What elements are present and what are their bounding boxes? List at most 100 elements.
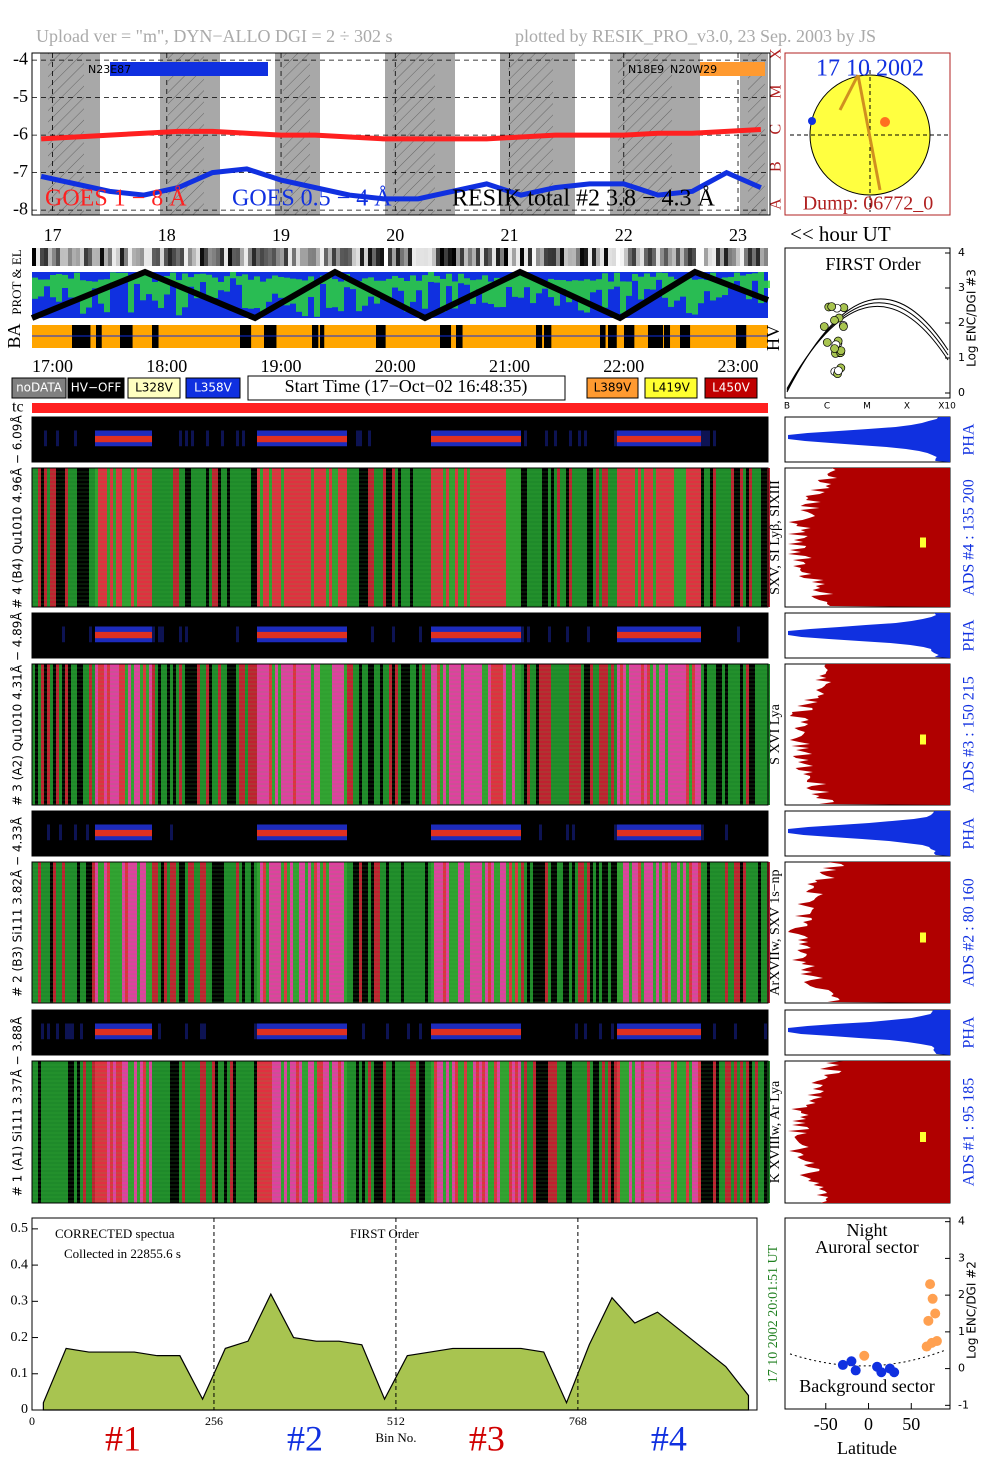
prot-strip — [232, 248, 236, 266]
ads-column — [716, 468, 719, 607]
ads-column — [44, 1061, 47, 1203]
prot-strip — [276, 248, 280, 266]
pha-red — [128, 631, 131, 639]
prot-strip — [144, 248, 148, 266]
prot-strip — [400, 248, 404, 266]
pha-red — [644, 435, 647, 443]
prot-strip — [192, 248, 196, 266]
ads-column — [515, 664, 518, 805]
ads-column — [296, 468, 299, 607]
pha-red — [698, 829, 701, 837]
prot-strip — [364, 248, 368, 266]
ads-column — [695, 664, 698, 805]
ads-column — [392, 1061, 395, 1203]
orbit-green — [194, 274, 200, 299]
ads-column — [575, 468, 578, 607]
ads-column — [470, 1061, 473, 1203]
pha-red — [305, 829, 308, 837]
prot-strip — [216, 248, 220, 266]
ads-column — [638, 468, 641, 607]
ads-column — [647, 664, 650, 805]
ads-column — [278, 664, 281, 805]
ads-column — [569, 862, 572, 1003]
pha-red — [458, 1028, 461, 1036]
pha-red — [308, 631, 311, 639]
pha-red — [332, 1028, 335, 1036]
ads-column — [53, 1061, 56, 1203]
ads-column — [68, 1061, 71, 1203]
ads-column — [191, 468, 194, 607]
ads-column — [635, 468, 638, 607]
orbit-green — [596, 279, 602, 290]
prot-strip — [340, 248, 344, 266]
pha-red — [683, 435, 686, 443]
ads-column — [743, 862, 746, 1003]
ads-column — [494, 1061, 497, 1203]
ads-column — [110, 1061, 113, 1203]
ads-column — [458, 862, 461, 1003]
ads-column — [491, 664, 494, 805]
pha-red — [317, 1028, 320, 1036]
ads-column — [557, 664, 560, 805]
ads-column — [428, 664, 431, 805]
orbit-green — [260, 281, 266, 312]
ads-column — [617, 664, 620, 805]
pha-blue — [539, 824, 542, 841]
ads-column — [389, 468, 392, 607]
clock-label: 21:00 — [489, 356, 530, 376]
pha-red — [128, 1028, 131, 1036]
ads-column — [386, 1061, 389, 1203]
ads-column — [215, 468, 218, 607]
pha-red — [647, 1028, 650, 1036]
ads-column — [683, 468, 686, 607]
pha-blue — [206, 430, 209, 447]
prot-strip — [244, 248, 248, 266]
ads-column — [500, 862, 503, 1003]
ads-column — [677, 664, 680, 805]
ads-column — [644, 862, 647, 1003]
prot-strip — [148, 248, 152, 266]
orbit-green — [110, 272, 116, 283]
ads-column — [608, 664, 611, 805]
pha-red — [680, 829, 683, 837]
pha-blue — [221, 430, 224, 447]
ads-column — [104, 664, 107, 805]
x-tick-label: B — [784, 402, 790, 412]
ads-column — [206, 468, 209, 607]
ads-column — [440, 468, 443, 607]
ads-column — [560, 664, 563, 805]
prot-strip — [676, 248, 680, 266]
ads-column — [431, 664, 434, 805]
ads-column — [176, 862, 179, 1003]
ads-column — [227, 664, 230, 805]
ads-column — [518, 664, 521, 805]
ads-column — [602, 468, 605, 607]
ads-column — [617, 1061, 620, 1203]
pha-red — [503, 435, 506, 443]
legend-label: L328V — [135, 381, 174, 395]
ads-column — [695, 468, 698, 607]
ads-column — [245, 1061, 248, 1203]
pha-red — [440, 435, 443, 443]
ads-column — [731, 1061, 734, 1203]
ads-column — [200, 468, 203, 607]
pha-red — [131, 631, 134, 639]
ads-column — [146, 468, 149, 607]
ads-column — [275, 1061, 278, 1203]
ads-column — [155, 664, 158, 805]
prot-strip — [376, 248, 380, 266]
y-tick-label: 0 — [958, 1362, 965, 1375]
ads-column — [368, 468, 371, 607]
orbit-green — [170, 272, 176, 286]
ads-column — [497, 862, 500, 1003]
pha-blue — [152, 626, 155, 643]
pha-red — [626, 829, 629, 837]
class-label: A — [768, 198, 785, 210]
pha-blue — [587, 626, 590, 643]
ads-column — [521, 468, 524, 607]
ads-column — [641, 664, 644, 805]
orbit-green — [620, 281, 626, 314]
hour-label: 17 — [44, 225, 62, 245]
ads-column — [122, 1061, 125, 1203]
prot-strip — [256, 248, 260, 266]
